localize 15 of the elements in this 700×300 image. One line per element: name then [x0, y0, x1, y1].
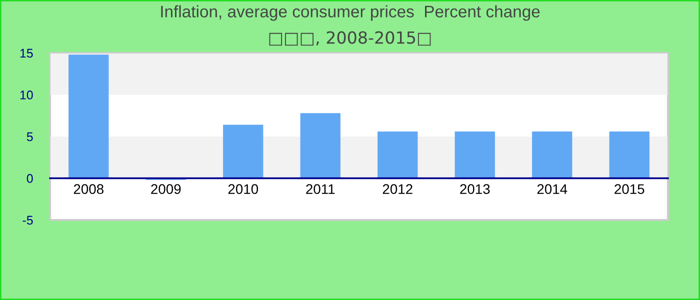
x-tick-label: 2013	[460, 184, 490, 194]
x-tick-label: 2012	[382, 184, 412, 194]
x-tick-label: 2011	[306, 184, 335, 194]
x-tick-label: 2008	[74, 184, 104, 194]
x-tick-label: 2015	[614, 184, 644, 194]
x-tick-label: 2010	[228, 184, 258, 194]
y-tick-label: 0	[26, 174, 33, 183]
y-tick-label: 5	[26, 132, 33, 142]
y-tick-label: -5	[22, 216, 33, 225]
chart-subtitle: □□□, 2008-2015□	[269, 31, 431, 46]
x-tick-label: 2014	[537, 184, 568, 194]
y-tick-label: 10	[20, 90, 33, 100]
x-tick-label: 2009	[151, 184, 181, 194]
y-tick-label: 15	[20, 48, 33, 58]
chart-title: Inflation, average consumer prices Percent change	[161, 5, 540, 21]
